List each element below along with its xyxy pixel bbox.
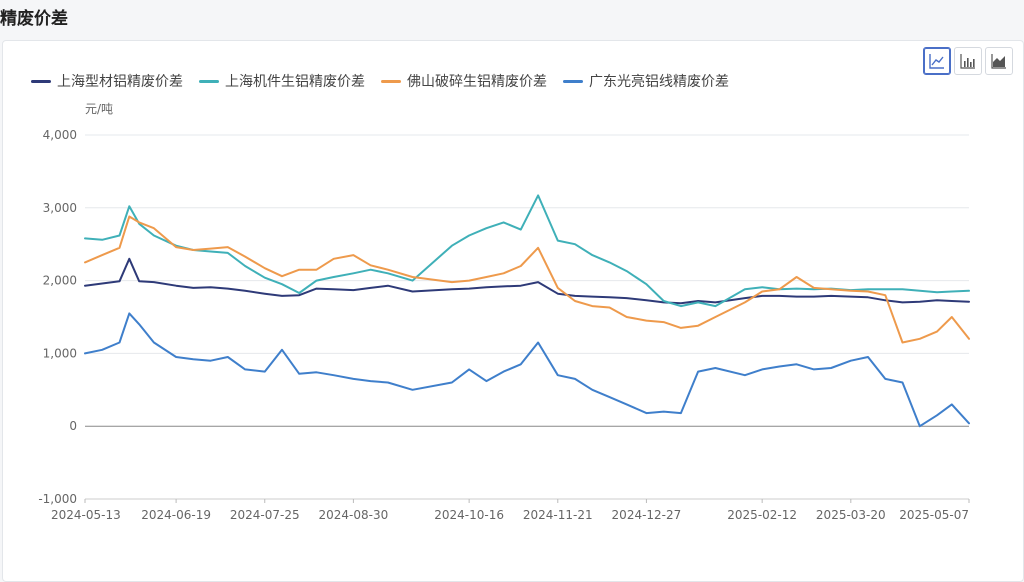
legend-item-1[interactable]: 上海机件生铝精废价差	[199, 71, 365, 91]
x-tick-label: 2024-10-16	[434, 508, 504, 522]
x-tick-label: 2024-06-19	[141, 508, 211, 522]
x-tick-label: 2025-03-20	[816, 508, 886, 522]
x-tick-label: 2024-08-30	[319, 508, 389, 522]
x-tick-label: 2024-11-21	[523, 508, 593, 522]
legend-label-3: 广东光亮铝线精废价差	[589, 74, 729, 90]
y-tick-label: -1,000	[38, 492, 77, 506]
series-line-0	[84, 257, 970, 305]
legend-label-1: 上海机件生铝精废价差	[225, 74, 365, 90]
legend-swatch-0	[31, 79, 51, 83]
line-chart-button[interactable]	[923, 47, 951, 75]
area-chart-icon	[991, 54, 1006, 69]
line-chart-icon	[929, 54, 944, 69]
legend-item-3[interactable]: 广东光亮铝线精废价差	[563, 71, 729, 91]
legend-item-2[interactable]: 佛山破碎生铝精废价差	[381, 71, 547, 91]
series-line-3	[84, 312, 970, 428]
x-tick-label: 2025-05-07	[899, 508, 969, 522]
y-tick-label: 4,000	[43, 128, 77, 142]
legend-swatch-2	[381, 79, 401, 83]
x-tick-label: 2024-12-27	[612, 508, 682, 522]
y-tick-label: 2,000	[43, 274, 77, 288]
area-chart-button[interactable]	[985, 47, 1013, 75]
y-tick-label: 1,000	[43, 346, 77, 360]
chart-type-toolbar	[923, 47, 1013, 75]
legend-item-0[interactable]: 上海型材铝精废价差	[31, 71, 183, 91]
series-line-2	[84, 215, 970, 344]
y-axis-label: 元/吨	[85, 102, 113, 116]
bar-chart-icon	[960, 54, 975, 69]
legend-label-2: 佛山破碎生铝精废价差	[407, 74, 547, 90]
x-tick-label: 2024-05-13	[51, 508, 121, 522]
page-title: 精废价差	[0, 9, 68, 29]
x-tick-label: 2025-02-12	[727, 508, 797, 522]
x-tick-label: 2024-07-25	[230, 508, 300, 522]
line-chart: 元/吨 -1,000 0 1,000 2,000 3,000 4,000 2024-05-13…	[38, 102, 970, 522]
chart-card: 上海型材铝精废价差 上海机件生铝精废价差 佛山破碎生铝精废价差 广东光亮铝线精废…	[2, 40, 1024, 582]
legend-swatch-3	[563, 79, 583, 83]
chart-legend: 上海型材铝精废价差 上海机件生铝精废价差 佛山破碎生铝精废价差 广东光亮铝线精废…	[31, 71, 729, 91]
bar-chart-button[interactable]	[954, 47, 982, 75]
legend-label-0: 上海型材铝精废价差	[57, 74, 183, 90]
y-tick-label: 3,000	[43, 201, 77, 215]
legend-swatch-1	[199, 79, 219, 83]
y-tick-label: 0	[69, 419, 77, 433]
